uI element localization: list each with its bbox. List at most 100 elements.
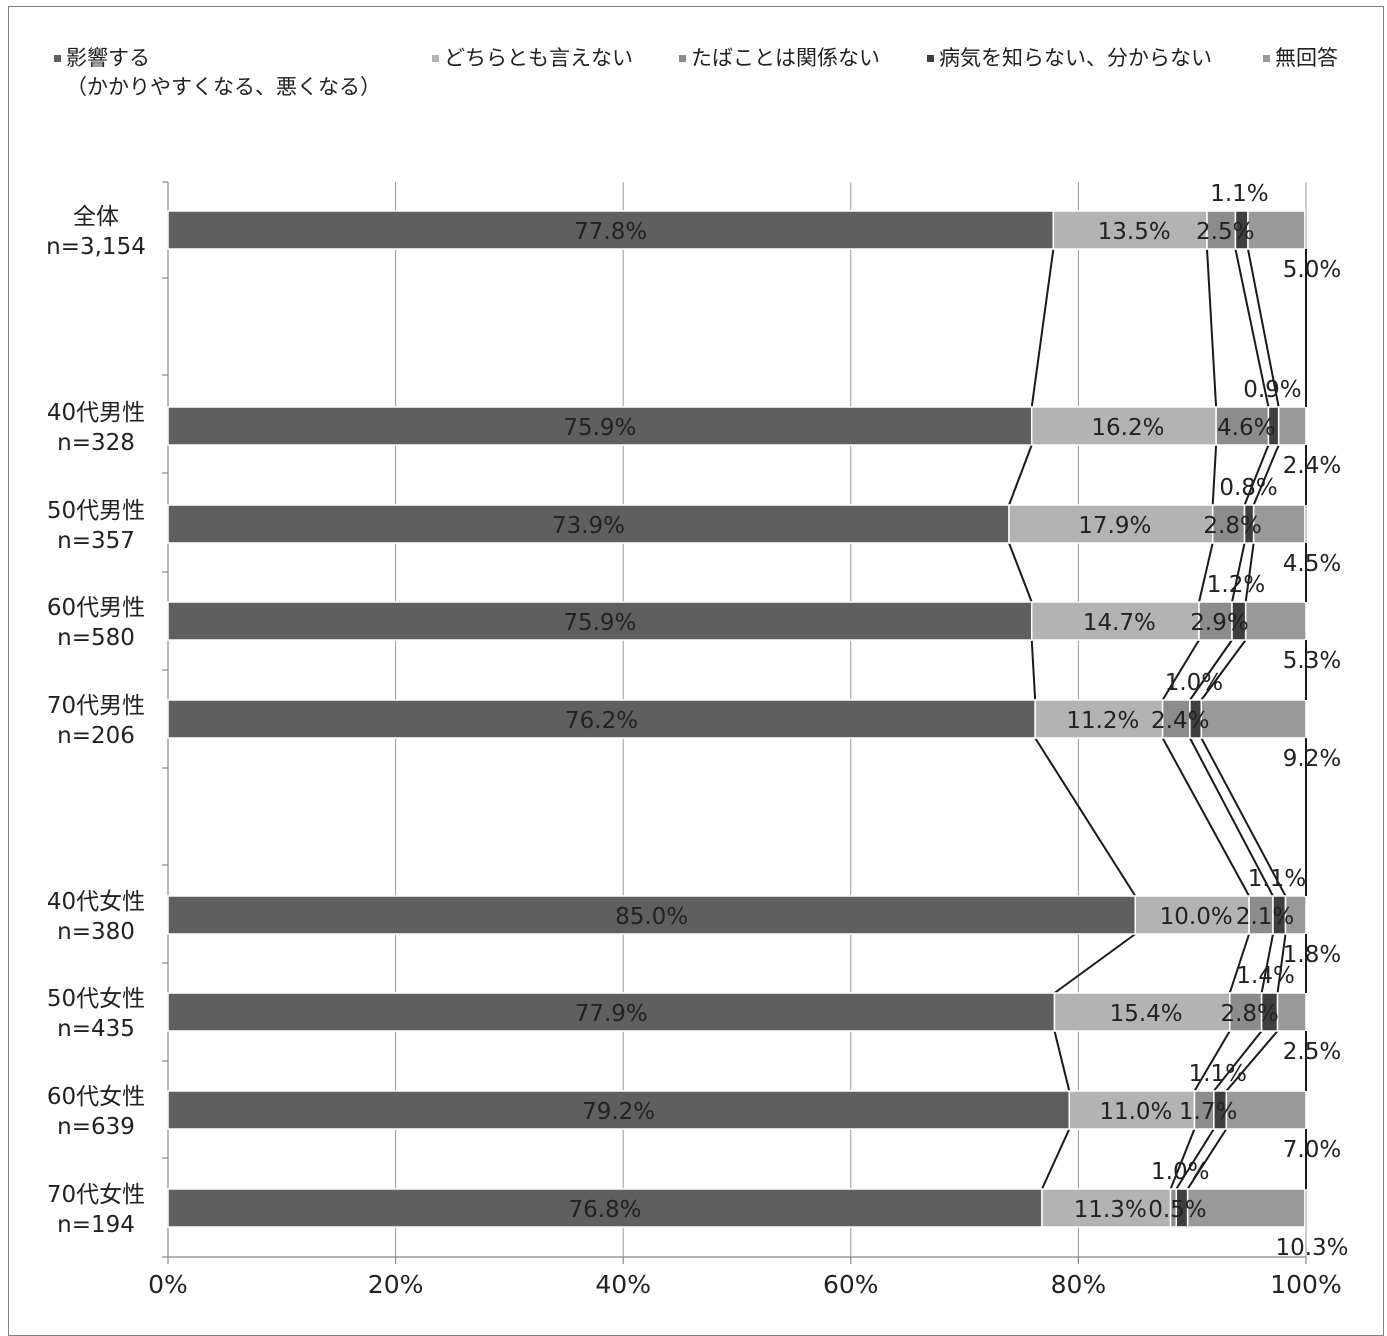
data-label: 2.8% (1220, 1001, 1278, 1027)
data-label: 2.1% (1236, 904, 1294, 930)
bar-segment (1134, 895, 1250, 935)
data-label: 76.2% (565, 708, 638, 734)
bar-segment (1276, 992, 1307, 1032)
legend-marker (432, 55, 439, 62)
category-label: 70代女性 (47, 1182, 145, 1208)
category-label: 60代男性 (47, 595, 145, 621)
connector-line (1246, 248, 1280, 408)
category-label: 50代女性 (47, 986, 145, 1012)
bar-segment (167, 406, 1033, 446)
data-label: 2.4% (1151, 708, 1209, 734)
bar-segment (1211, 504, 1246, 544)
bar-segment (1008, 504, 1214, 544)
connector-line (1200, 737, 1287, 897)
legend-sublabel: （かかりやすくなる、悪くなる） (66, 75, 381, 99)
legend-marker (1263, 55, 1270, 62)
connector-line (1041, 1128, 1071, 1190)
category-n-label: n=580 (57, 625, 135, 651)
connector-line (1243, 444, 1270, 506)
data-label: 2.9% (1190, 610, 1248, 636)
bar-segment (167, 992, 1056, 1032)
data-label: 10.3% (1275, 1235, 1348, 1261)
connector-line (1189, 639, 1233, 701)
connector-line (1234, 248, 1270, 408)
connector-line (1008, 542, 1033, 603)
connector-line (1161, 737, 1250, 897)
legend-label: 無回答 (1275, 46, 1338, 70)
bar-segment (1161, 699, 1191, 739)
data-label: 76.8% (568, 1197, 641, 1223)
data-label: 1.1% (1248, 866, 1306, 892)
stacked-bar-chart: 0% 20% 40% 60% 80% 100% 77.8% 13.5% 2.5% 1.1% 5.0%… (46, 46, 1348, 1299)
data-label: 73.9% (552, 513, 625, 539)
connector-line (1034, 737, 1137, 897)
category-n-label: n=380 (57, 919, 135, 945)
data-label: 14.7% (1083, 610, 1156, 636)
data-label: 5.0% (1283, 257, 1341, 283)
data-label: 15.4% (1110, 1001, 1183, 1027)
bar-segment (1247, 210, 1306, 250)
bar-segment (1225, 1090, 1307, 1130)
bar-segment (167, 895, 1137, 935)
connector-line (1030, 639, 1037, 701)
bar-segment (1186, 1188, 1306, 1228)
connector-line (1260, 933, 1274, 994)
legend-label: 影響する (66, 46, 150, 70)
connector-line (1186, 1128, 1228, 1190)
connector-line (1189, 737, 1274, 897)
data-label: 11.0% (1099, 1099, 1172, 1125)
category-label: 50代男性 (47, 498, 145, 524)
data-label: 77.9% (575, 1001, 648, 1027)
bar-segment (1244, 601, 1307, 641)
bar-segment (167, 699, 1036, 739)
category-n-label: n=328 (57, 430, 135, 456)
data-label: 7.0% (1283, 1137, 1341, 1163)
connector-line (1175, 1128, 1215, 1190)
connector-line (1211, 444, 1218, 506)
bar-segment (167, 1090, 1071, 1130)
bar-segment (1284, 895, 1307, 935)
connector-line (1252, 444, 1280, 506)
category-n-label: n=206 (57, 723, 135, 749)
bar-segment (1198, 601, 1233, 641)
data-label: 1.7% (1179, 1099, 1237, 1125)
data-label: 0.8% (1219, 475, 1277, 501)
connector-line (1200, 639, 1247, 701)
connector-line (1030, 248, 1055, 408)
data-label: 1.0% (1165, 670, 1223, 696)
bar-segment (167, 1188, 1043, 1228)
data-label: 1.8% (1283, 942, 1341, 968)
connector-line (1053, 1030, 1071, 1092)
connector-line (1213, 1030, 1263, 1092)
data-label: 11.2% (1066, 708, 1139, 734)
legend-label: どちらとも言えない (444, 46, 633, 70)
legend-marker (927, 55, 934, 62)
data-label: 75.9% (563, 610, 636, 636)
data-label: 75.9% (563, 415, 636, 441)
x-tick-label: 80% (1051, 1270, 1107, 1299)
category-n-label: n=3,154 (46, 234, 146, 260)
category-label: 40代女性 (47, 889, 145, 915)
data-label: 1.2% (1207, 572, 1265, 598)
connector-line (1276, 933, 1287, 994)
data-label: 1.1% (1210, 181, 1268, 207)
data-label: 2.8% (1203, 513, 1261, 539)
data-label: 17.9% (1078, 513, 1151, 539)
data-label: 79.2% (582, 1099, 655, 1125)
x-tick-label: 40% (595, 1270, 651, 1299)
bar-segment (167, 210, 1055, 250)
category-n-label: n=639 (57, 1114, 135, 1140)
bar-segment (1034, 699, 1164, 739)
x-tick-label: 60% (823, 1270, 879, 1299)
bar-segment (1277, 406, 1307, 446)
data-label: 2.4% (1283, 453, 1341, 479)
data-label: 10.0% (1160, 904, 1233, 930)
data-label: 1.4% (1236, 963, 1294, 989)
legend-marker (679, 55, 686, 62)
x-tick-label: 100% (1270, 1270, 1341, 1299)
category-label: 全体 (73, 204, 119, 230)
x-tick-label: 0% (148, 1270, 188, 1299)
legend-label: たばことは関係ない (691, 46, 880, 70)
category-n-label: n=194 (57, 1212, 135, 1238)
category-label: 60代女性 (47, 1084, 145, 1110)
